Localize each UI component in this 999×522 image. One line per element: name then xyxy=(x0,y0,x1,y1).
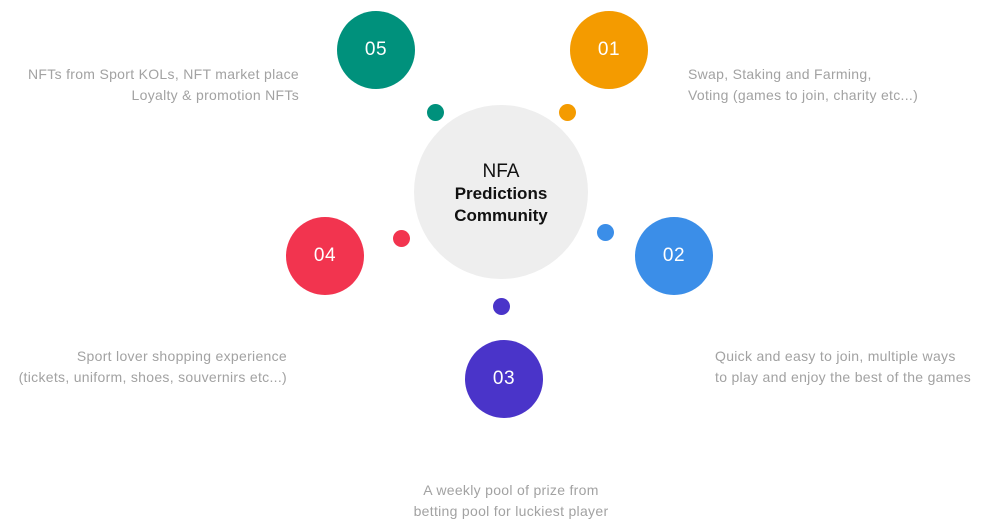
node-02-description: Quick and easy to join, multiple ways to… xyxy=(715,346,971,388)
node-03-line2: betting pool for luckiest player xyxy=(413,503,609,519)
node-02-line2: to play and enjoy the best of the games xyxy=(715,369,972,385)
node-01-number: 01 xyxy=(597,39,621,60)
node-05-number: 05 xyxy=(364,39,388,60)
node-04-number: 04 xyxy=(313,245,337,266)
connector-dot-02 xyxy=(597,224,614,241)
center-title-line3: Community xyxy=(454,205,548,225)
node-01-line1: Swap, Staking and Farming, xyxy=(688,66,872,82)
connector-dot-01 xyxy=(559,104,576,121)
node-03-description: A weekly pool of prize from betting pool… xyxy=(330,480,692,522)
connector-dot-04 xyxy=(393,230,410,247)
node-05-line1: NFTs from Sport KOLs, NFT market place xyxy=(28,66,299,82)
node-01: 01 xyxy=(570,11,648,89)
node-04-line2: (tickets, uniform, shoes, souvernirs etc… xyxy=(18,369,287,385)
node-05: 05 xyxy=(337,11,415,89)
connector-dot-03 xyxy=(493,298,510,315)
node-03: 03 xyxy=(465,340,543,418)
node-02: 02 xyxy=(635,217,713,295)
node-02-number: 02 xyxy=(662,245,686,266)
node-05-description: NFTs from Sport KOLs, NFT market place L… xyxy=(28,64,299,106)
node-04: 04 xyxy=(286,217,364,295)
node-03-line1: A weekly pool of prize from xyxy=(423,482,599,498)
connector-dot-05 xyxy=(427,104,444,121)
center-hub: NFA Predictions Community xyxy=(414,105,588,279)
node-03-number: 03 xyxy=(492,368,516,389)
node-01-description: Swap, Staking and Farming, Voting (games… xyxy=(688,64,918,106)
node-04-description: Sport lover shopping experience (tickets… xyxy=(19,346,287,388)
center-title-line2: Predictions xyxy=(454,183,548,203)
node-04-line1: Sport lover shopping experience xyxy=(76,348,287,364)
node-02-line1: Quick and easy to join, multiple ways xyxy=(715,348,956,364)
node-05-line2: Loyalty & promotion NFTs xyxy=(131,87,299,103)
node-01-line2: Voting (games to join, charity etc...) xyxy=(688,87,919,103)
center-title-line1: NFA xyxy=(482,160,520,182)
